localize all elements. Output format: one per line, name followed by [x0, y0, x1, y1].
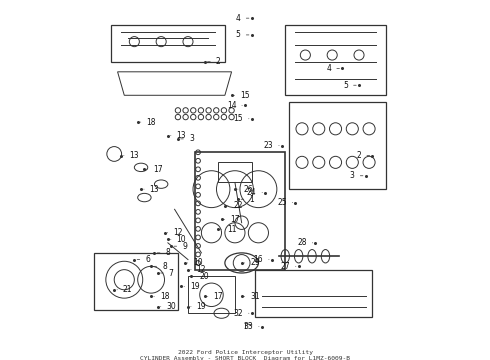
Text: 25: 25	[277, 198, 293, 207]
Text: 3: 3	[350, 171, 363, 180]
Text: 5: 5	[343, 81, 356, 90]
Text: 32: 32	[233, 309, 249, 318]
Text: 8: 8	[154, 262, 167, 271]
Text: 4: 4	[236, 14, 249, 23]
Text: 20: 20	[194, 272, 210, 281]
Text: 13: 13	[171, 131, 186, 140]
Text: 3: 3	[181, 134, 194, 143]
Text: 11: 11	[221, 225, 236, 234]
Text: 13: 13	[123, 151, 139, 160]
Text: 26: 26	[238, 185, 253, 194]
Text: 18: 18	[154, 292, 169, 301]
Text: 18: 18	[141, 118, 156, 127]
Text: 5: 5	[236, 31, 249, 40]
Text: 23: 23	[264, 141, 279, 150]
Text: 9: 9	[174, 242, 187, 251]
Text: 10: 10	[187, 258, 203, 267]
Text: 1: 1	[241, 195, 254, 204]
Text: 7: 7	[161, 269, 173, 278]
Text: 24: 24	[247, 188, 262, 197]
Text: 29: 29	[245, 258, 260, 267]
Text: 10: 10	[171, 235, 186, 244]
Text: 4: 4	[326, 64, 340, 73]
Text: 17: 17	[147, 165, 163, 174]
Text: 2022 Ford Police Interceptor Utility
CYLINDER Assembly - SHORT BLOCK  Diagram fo: 2022 Ford Police Interceptor Utility CYL…	[140, 350, 350, 360]
Text: 19: 19	[184, 282, 199, 291]
Text: 12: 12	[167, 228, 183, 237]
Text: 15: 15	[234, 91, 250, 100]
Text: 33: 33	[244, 322, 259, 331]
Text: 30: 30	[161, 302, 176, 311]
Text: 13: 13	[144, 185, 159, 194]
Text: 17: 17	[224, 215, 240, 224]
Text: 16: 16	[254, 255, 269, 264]
Text: 15: 15	[233, 114, 249, 123]
Text: 2: 2	[357, 151, 369, 160]
Text: 2: 2	[208, 57, 220, 66]
Text: 22: 22	[228, 202, 243, 211]
Text: 28: 28	[297, 238, 313, 247]
Text: 21: 21	[117, 285, 132, 294]
Text: 17: 17	[208, 292, 223, 301]
Text: 12: 12	[191, 265, 206, 274]
Text: 31: 31	[245, 292, 260, 301]
Text: 6: 6	[137, 255, 150, 264]
Text: 19: 19	[191, 302, 206, 311]
Text: 8: 8	[157, 248, 170, 257]
Text: 14: 14	[227, 101, 242, 110]
Text: 27: 27	[280, 262, 296, 271]
